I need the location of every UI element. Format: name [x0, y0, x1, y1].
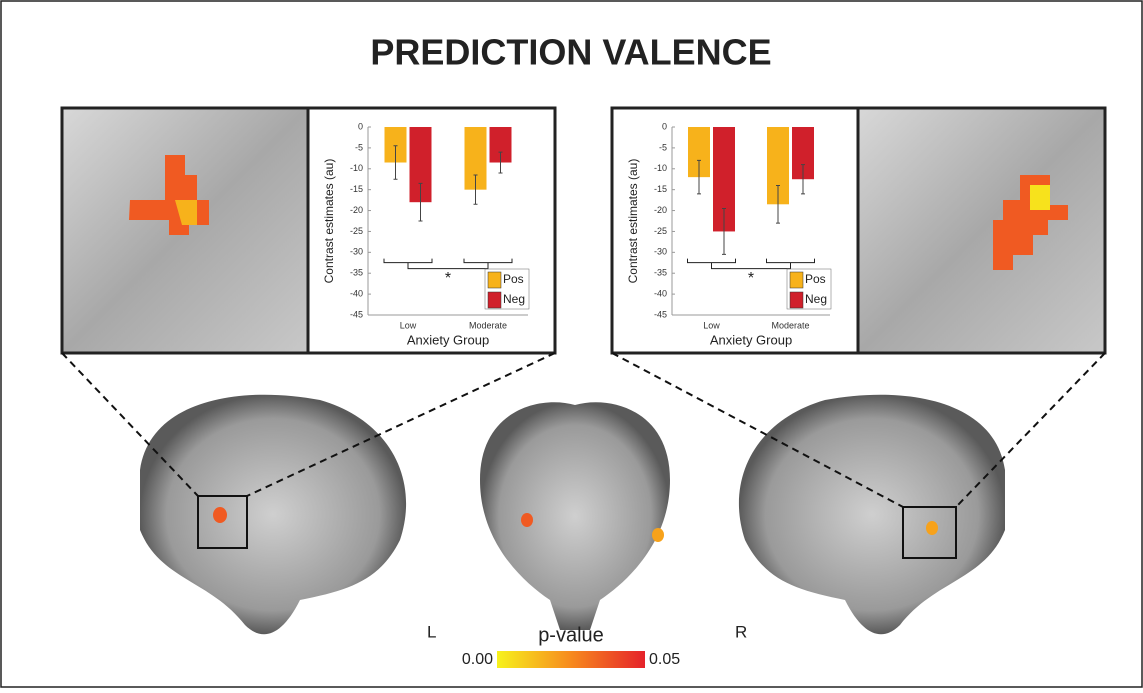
- y-tick-label: 0: [358, 121, 363, 131]
- zoom-image: [858, 108, 1105, 353]
- y-tick-label: 0: [662, 121, 667, 131]
- error-bar: [498, 151, 503, 174]
- y-tick-label: -5: [659, 142, 667, 152]
- colorbar-tick: 0.05: [649, 651, 680, 668]
- y-tick-label: -20: [350, 205, 363, 215]
- y-axis-label: Contrast estimates (au): [322, 159, 336, 284]
- bar: [792, 127, 814, 180]
- bar: [384, 127, 407, 163]
- colorbar-label: p-value: [538, 624, 604, 646]
- y-tick-label: -45: [654, 309, 667, 319]
- legend-box: [484, 268, 530, 310]
- activation: [521, 513, 533, 527]
- bar: [489, 127, 512, 163]
- activation: [175, 200, 197, 225]
- error-bar: [722, 207, 726, 255]
- y-tick-label: -40: [350, 288, 363, 298]
- y-tick-label: -15: [350, 184, 363, 194]
- error-bar: [418, 182, 423, 222]
- error-bar: [697, 159, 701, 195]
- annotation: *: [445, 270, 451, 287]
- legend-label: Neg: [503, 292, 525, 306]
- activation: [1030, 185, 1050, 210]
- bar: [688, 127, 710, 178]
- bar: [464, 127, 487, 190]
- y-tick-label: -10: [350, 163, 363, 173]
- y-tick-label: -25: [350, 226, 363, 236]
- y-tick-label: -40: [654, 288, 667, 298]
- x-axis-label: Anxiety Group: [407, 332, 489, 347]
- colorbar: [497, 651, 645, 668]
- y-axis-label: Contrast estimates (au): [626, 159, 640, 284]
- activation: [213, 507, 227, 523]
- error-bar: [393, 145, 398, 180]
- activation: [652, 528, 664, 542]
- y-tick-label: -30: [654, 247, 667, 257]
- sig-bracket: [383, 258, 513, 270]
- x-tick-label: Low: [703, 320, 720, 330]
- legend-label: Pos: [805, 272, 826, 286]
- bar: [713, 127, 735, 232]
- bar: [409, 127, 432, 203]
- error-bar: [801, 164, 805, 195]
- y-tick-label: -5: [355, 142, 363, 152]
- hemisphere-label: R: [735, 622, 747, 641]
- roi-box: [902, 506, 957, 559]
- sig-bracket: [687, 258, 815, 270]
- connectors: [61, 352, 1106, 508]
- error-bar: [473, 174, 478, 205]
- y-tick-label: -30: [350, 247, 363, 257]
- y-tick-label: -45: [350, 309, 363, 319]
- title: PREDICTION VALENCE: [370, 32, 771, 73]
- y-tick-label: -25: [654, 226, 667, 236]
- x-axis-label: Anxiety Group: [710, 332, 792, 347]
- brain-coronal: [480, 402, 670, 630]
- x-tick-label: Moderate: [469, 320, 507, 330]
- colorbar-tick: 0.00: [462, 651, 493, 668]
- brain-sagittal: [140, 394, 407, 635]
- error-bar: [776, 184, 780, 224]
- legend-swatch: [789, 271, 804, 289]
- y-tick-label: -15: [654, 184, 667, 194]
- legend-label: Pos: [503, 272, 524, 286]
- y-tick-label: -10: [654, 163, 667, 173]
- y-tick-label: -35: [350, 268, 363, 278]
- legend-label: Neg: [805, 292, 827, 306]
- legend-swatch: [789, 291, 804, 309]
- legend-swatch: [487, 271, 502, 289]
- y-tick-label: -20: [654, 205, 667, 215]
- hemisphere-label: L: [427, 622, 436, 641]
- activation: [926, 521, 938, 535]
- annotation: *: [748, 270, 754, 287]
- x-tick-label: Moderate: [771, 320, 809, 330]
- legend-box: [786, 268, 832, 310]
- bar: [767, 127, 789, 205]
- y-tick-label: -35: [654, 268, 667, 278]
- legend-swatch: [487, 291, 502, 309]
- roi-box: [197, 495, 248, 549]
- x-tick-label: Low: [400, 320, 417, 330]
